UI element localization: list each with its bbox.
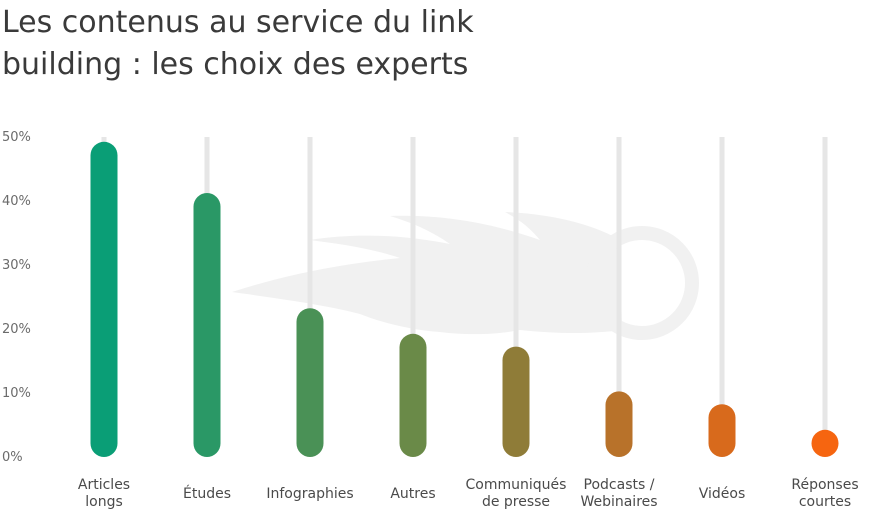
- bar: [502, 346, 530, 457]
- category-label-line: Webinaires: [580, 494, 657, 510]
- chart-title-line-1: Les contenus au service du link: [2, 5, 474, 40]
- x-axis: Articles longs Études Infographies Autres Com…: [78, 477, 859, 510]
- y-tick-label: 30%: [2, 258, 31, 273]
- bar: [811, 429, 839, 457]
- bar-track: [616, 137, 622, 457]
- y-tick-label: 0%: [2, 450, 23, 465]
- bar: [193, 193, 221, 457]
- category-label: Communiqués de presse: [466, 477, 567, 510]
- y-tick-label: 10%: [2, 386, 31, 401]
- y-axis: 0% 10% 20% 30% 40% 50%: [2, 130, 31, 465]
- category-label: Réponses courtes: [791, 477, 858, 510]
- category-label-line: Études: [183, 485, 231, 502]
- category-label-line: Communiqués: [466, 477, 567, 493]
- chart-title-line-2: building : les choix des experts: [2, 47, 469, 82]
- bar: [296, 308, 324, 457]
- category-label-line: Autres: [390, 486, 435, 502]
- category-label: Études: [183, 485, 231, 502]
- category-label-line: Infographies: [266, 486, 353, 502]
- category-label-line: longs: [85, 494, 123, 510]
- bar-track: [822, 137, 828, 457]
- bar-track: [307, 137, 313, 457]
- bar-track: [513, 137, 519, 457]
- category-label-line: Réponses: [791, 477, 858, 493]
- category-label-line: courtes: [799, 494, 851, 510]
- bar-track: [719, 137, 725, 457]
- y-tick-label: 20%: [2, 322, 31, 337]
- category-label-line: Articles: [78, 477, 130, 493]
- y-tick-label: 40%: [2, 194, 31, 209]
- y-tick-label: 50%: [2, 130, 31, 145]
- bars: [90, 141, 839, 458]
- category-label: Autres: [390, 486, 435, 502]
- category-label: Infographies: [266, 486, 353, 502]
- bar: [708, 404, 736, 457]
- watermark-logo: [232, 212, 699, 340]
- bar-track: [410, 137, 416, 457]
- category-label-line: Podcasts /: [584, 477, 655, 493]
- category-label: Articles longs: [78, 477, 130, 510]
- category-label-line: de presse: [482, 494, 550, 510]
- category-label-line: Vidéos: [699, 486, 746, 502]
- bar: [605, 391, 633, 457]
- watermark-flame: [232, 212, 622, 335]
- chart-title: Les contenus au service du link building…: [2, 2, 862, 86]
- bar: [399, 333, 427, 457]
- category-label: Podcasts / Webinaires: [580, 477, 657, 510]
- category-label: Vidéos: [699, 486, 746, 502]
- watermark-ring: [585, 226, 699, 340]
- bar: [90, 141, 118, 458]
